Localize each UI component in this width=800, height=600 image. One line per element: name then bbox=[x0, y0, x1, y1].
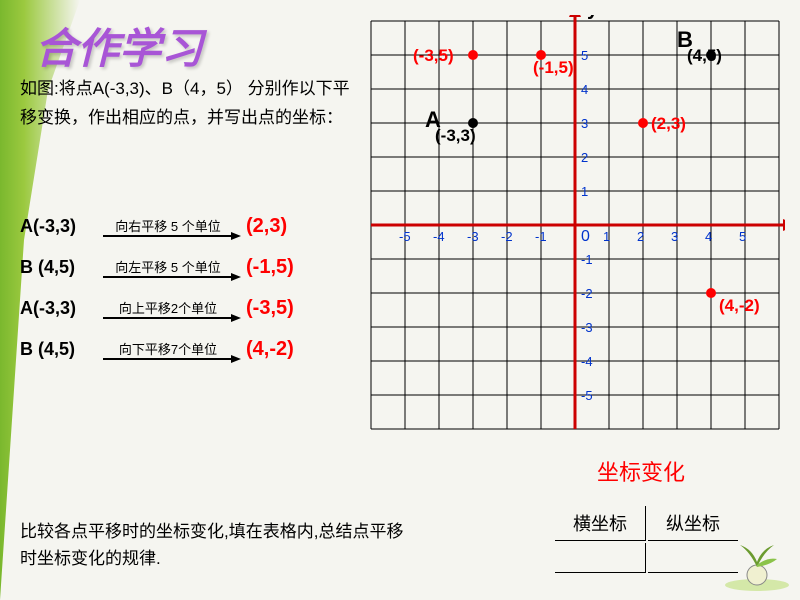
svg-text:(2,3): (2,3) bbox=[651, 114, 686, 133]
svg-text:y: y bbox=[587, 15, 599, 20]
svg-text:(-3,3): (-3,3) bbox=[435, 126, 476, 145]
title: 合作学习 bbox=[35, 15, 203, 76]
coord-change-label: 坐标变化 bbox=[597, 455, 685, 487]
svg-text:4: 4 bbox=[705, 229, 712, 244]
svg-text:-5: -5 bbox=[399, 229, 411, 244]
result-point: (-1,5) bbox=[246, 256, 294, 279]
summary-table: 横坐标 纵坐标 bbox=[553, 504, 740, 575]
arrow-icon: 向左平移 5 个单位 bbox=[103, 257, 233, 278]
svg-text:-5: -5 bbox=[581, 388, 593, 403]
result-point: (4,-2) bbox=[246, 338, 294, 361]
coordinate-grid: xy0-5-5-4-4-3-3-2-2-1-11122334455A(-3,3)… bbox=[365, 15, 785, 435]
svg-text:-4: -4 bbox=[581, 354, 593, 369]
svg-text:(4,-2): (4,-2) bbox=[719, 296, 760, 315]
svg-text:(-3,5): (-3,5) bbox=[413, 46, 454, 65]
arrow-icon: 向上平移2个单位 bbox=[103, 298, 233, 319]
col-header-x: 横坐标 bbox=[555, 506, 646, 541]
svg-text:-4: -4 bbox=[433, 229, 445, 244]
arrow-icon: 向下平移7个单位 bbox=[103, 339, 233, 360]
svg-text:2: 2 bbox=[637, 229, 644, 244]
transform-row: A(-3,3) 向上平移2个单位 (-3,5) bbox=[20, 297, 294, 320]
instruction-text: 如图:将点A(-3,3)、B（4，5） 分别作以下平移变换，作出相应的点，并写出… bbox=[20, 75, 360, 133]
from-point: B (4,5) bbox=[20, 257, 95, 278]
svg-text:0: 0 bbox=[581, 228, 590, 245]
svg-text:-1: -1 bbox=[581, 252, 593, 267]
conclusion-text: 比较各点平移时的坐标变化,填在表格内,总结点平移时坐标变化的规律. bbox=[20, 518, 420, 572]
result-point: (-3,5) bbox=[246, 297, 294, 320]
svg-text:1: 1 bbox=[581, 184, 588, 199]
svg-text:-2: -2 bbox=[581, 286, 593, 301]
svg-text:5: 5 bbox=[581, 48, 588, 63]
svg-text:2: 2 bbox=[581, 150, 588, 165]
svg-text:4: 4 bbox=[581, 82, 588, 97]
svg-text:-2: -2 bbox=[501, 229, 513, 244]
from-point: B (4,5) bbox=[20, 339, 95, 360]
transform-row: A(-3,3) 向右平移 5 个单位 (2,3) bbox=[20, 215, 294, 238]
transform-row: B (4,5) 向左平移 5 个单位 (-1,5) bbox=[20, 256, 294, 279]
result-point: (2,3) bbox=[246, 215, 287, 238]
arrow-icon: 向右平移 5 个单位 bbox=[103, 216, 233, 237]
from-point: A(-3,3) bbox=[20, 216, 95, 237]
svg-text:-3: -3 bbox=[581, 320, 593, 335]
from-point: A(-3,3) bbox=[20, 298, 95, 319]
svg-text:5: 5 bbox=[739, 229, 746, 244]
svg-text:1: 1 bbox=[603, 229, 610, 244]
col-header-y: 纵坐标 bbox=[648, 506, 738, 541]
svg-text:3: 3 bbox=[581, 116, 588, 131]
plant-decoration-icon bbox=[722, 537, 792, 592]
transform-list: A(-3,3) 向右平移 5 个单位 (2,3) B (4,5) 向左平移 5 … bbox=[20, 215, 294, 379]
svg-text:-1: -1 bbox=[535, 229, 547, 244]
svg-text:3: 3 bbox=[671, 229, 678, 244]
table-cell bbox=[555, 543, 646, 573]
svg-text:(4,5): (4,5) bbox=[687, 46, 722, 65]
svg-text:(-1,5): (-1,5) bbox=[533, 58, 574, 77]
transform-row: B (4,5) 向下平移7个单位 (4,-2) bbox=[20, 338, 294, 361]
svg-text:-3: -3 bbox=[467, 229, 479, 244]
